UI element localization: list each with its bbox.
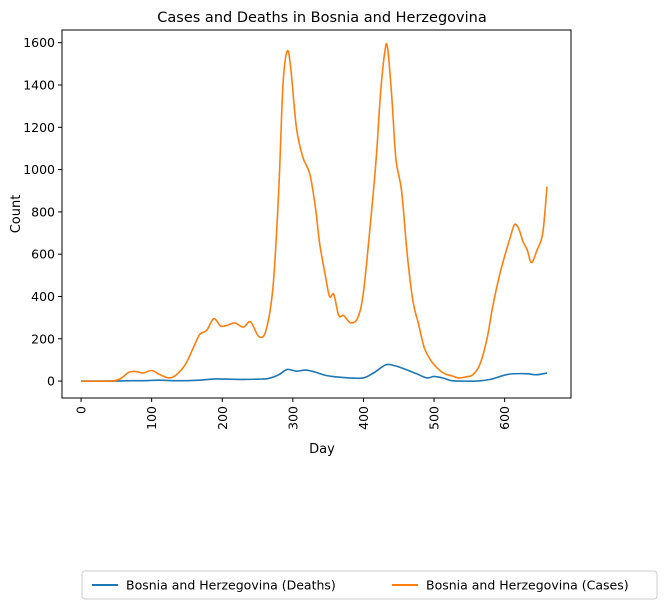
x-tick-label: 200	[215, 406, 230, 430]
series-lines	[81, 42, 548, 383]
y-tick-label: 600	[31, 247, 55, 262]
x-tick-label: 100	[144, 406, 159, 430]
y-tick-label: 1600	[23, 35, 55, 50]
x-tick-label: 300	[285, 406, 300, 430]
y-tick-label: 200	[31, 331, 55, 346]
plot-frame	[61, 29, 572, 399]
legend-cases-label: Bosnia and Herzegovina (Cases)	[426, 578, 629, 593]
y-tick-label: 400	[31, 289, 55, 304]
y-tick-label: 1400	[23, 77, 55, 92]
y-axis-label: Count	[9, 195, 24, 234]
y-tick-label: 1200	[23, 120, 55, 135]
x-tick-label: 0	[74, 406, 89, 414]
y-tick-label: 0	[47, 374, 55, 389]
cases-series-line	[81, 42, 548, 383]
x-axis-label: Day	[309, 442, 335, 457]
legend-deaths-label: Bosnia and Herzegovina (Deaths)	[126, 578, 336, 593]
x-tick-label: 400	[356, 406, 371, 430]
y-tick-label: 800	[31, 204, 55, 219]
legend: Bosnia and Herzegovina (Deaths) Bosnia a…	[81, 570, 658, 600]
legend-frame	[81, 570, 658, 600]
y-tick-label: 1000	[23, 162, 55, 177]
x-tick-label: 500	[427, 406, 442, 430]
chart-title: Cases and Deaths in Bosnia and Herzegovi…	[157, 10, 486, 26]
deaths-series-line	[81, 363, 548, 383]
y-axis-ticks: 0 200 400 600 800 1000 1200 1400 1600	[23, 35, 62, 389]
x-tick-label: 600	[497, 406, 512, 430]
x-axis-ticks: 0 100 200 300 400 500 600	[74, 398, 512, 430]
